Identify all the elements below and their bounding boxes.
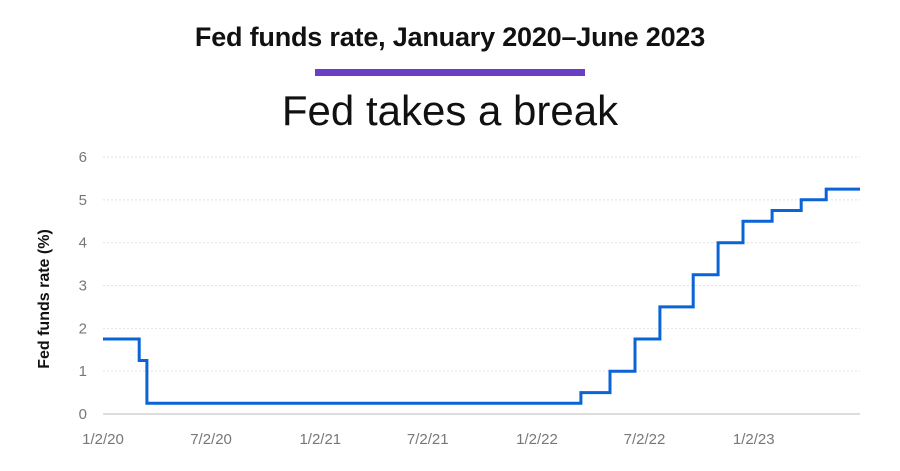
x-tick-label: 7/2/22 [624,431,666,448]
x-tick-label: 1/2/21 [299,431,341,448]
x-tick-label: 7/2/21 [407,431,449,448]
series-line [103,187,860,405]
y-tick-label: 4 [79,235,87,252]
y-tick-label: 2 [79,320,87,337]
x-tick-label: 1/2/20 [82,431,124,448]
y-tick-label: 5 [79,192,87,209]
x-axis-ticks: 1/2/20 7/2/20 1/2/21 7/2/21 1/2/22 7/2/22 1/2/… [82,431,774,448]
y-tick-label: 0 [79,406,87,423]
chart-title: Fed takes a break [281,87,619,134]
x-tick-label: 1/2/23 [733,431,775,448]
y-tick-label: 6 [79,149,87,166]
gridlines [103,156,860,415]
y-axis-label: Fed funds rate (%) [36,229,53,369]
y-tick-label: 3 [79,278,87,295]
page-heading: Fed funds rate, January 2020–June 2023 [194,22,706,52]
y-axis-ticks: 0 1 2 3 4 5 6 [79,149,87,423]
x-tick-label: 7/2/20 [190,431,232,448]
x-tick-label: 1/2/22 [516,431,558,448]
heading-underline [315,69,585,76]
y-tick-label: 1 [79,363,87,380]
